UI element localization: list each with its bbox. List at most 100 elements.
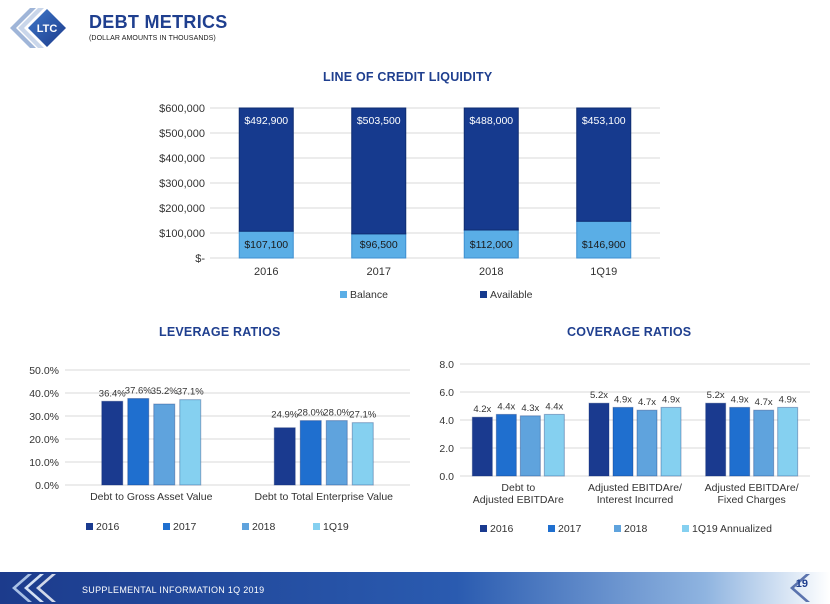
coverage-chart-title: COVERAGE RATIOS xyxy=(567,325,692,339)
coverage-legend-2017: 2017 xyxy=(558,523,582,535)
leverage-bar-1q19-1 xyxy=(351,422,374,486)
leverage-legend-swatch-2018 xyxy=(242,523,249,530)
leverage-chart: 0.0%10.0%20.0%30.0%40.0%50.0%36.4% 37.6% 3… xyxy=(29,365,410,533)
coverage-bar-2016-2 xyxy=(705,402,727,477)
coverage-bar-1q19-annualized-0 xyxy=(543,413,565,477)
leverage-legend-1q19: 1Q19 xyxy=(323,521,349,533)
leverage-legend-swatch-2017 xyxy=(163,523,170,530)
leverage-y-tick: 30.0% xyxy=(29,411,59,423)
coverage-bar-2016-0 xyxy=(471,416,493,477)
leverage-legend-2017: 2017 xyxy=(173,521,197,533)
footer-band xyxy=(0,572,830,604)
leverage-data-label: 28.0% xyxy=(297,408,324,419)
coverage-data-label: 4.7x xyxy=(638,397,656,408)
liquidity-x-tick: 2018 xyxy=(479,266,503,278)
liquidity-legend-swatch-available xyxy=(480,291,487,298)
coverage-bar-2016-1 xyxy=(588,402,610,477)
liquidity-data-label: $146,900 xyxy=(582,239,626,251)
liquidity-chart-title: LINE OF CREDIT LIQUIDITY xyxy=(323,70,493,84)
leverage-data-label: 28.0% xyxy=(323,408,350,419)
coverage-legend-swatch-2017 xyxy=(548,525,555,532)
leverage-data-label: 35.2% xyxy=(151,386,178,397)
coverage-bar-1q19-annualized-1 xyxy=(660,406,682,477)
liquidity-legend-swatch-balance xyxy=(340,291,347,298)
leverage-bar-2018-0 xyxy=(153,403,176,486)
coverage-bar-1q19-annualized-2 xyxy=(777,406,799,477)
leverage-bar-1q19-0 xyxy=(179,399,202,486)
coverage-legend-swatch-2018 xyxy=(614,525,621,532)
liquidity-bar-available-2018 xyxy=(463,107,519,231)
liquidity-data-label: $503,500 xyxy=(357,115,401,127)
coverage-y-tick: 0.0 xyxy=(439,471,454,483)
leverage-y-tick: 20.0% xyxy=(29,434,59,446)
liquidity-bar-available-1q19 xyxy=(576,107,632,222)
liquidity-bar-balance-2018 xyxy=(463,229,519,259)
leverage-bar-2016-1 xyxy=(273,427,296,486)
leverage-bar-2017-0 xyxy=(127,398,150,486)
leverage-legend-swatch-2016 xyxy=(86,523,93,530)
leverage-data-label: 37.6% xyxy=(125,386,152,397)
liquidity-bar-available-2017 xyxy=(351,107,407,235)
leverage-x-tick: Debt to Gross Asset Value xyxy=(90,491,213,503)
coverage-x-tick: Debt to xyxy=(501,482,535,494)
coverage-data-label: 4.9x xyxy=(779,394,797,405)
page-subtitle: (DOLLAR AMOUNTS IN THOUSANDS) xyxy=(89,35,216,42)
coverage-bar-2017-1 xyxy=(612,406,634,477)
liquidity-legend-available: Available xyxy=(490,289,533,301)
coverage-y-tick: 4.0 xyxy=(439,415,454,427)
liquidity-legend-balance: Balance xyxy=(350,289,388,301)
logo-text: LTC xyxy=(37,23,58,35)
liquidity-x-tick: 2016 xyxy=(254,266,278,278)
liquidity-x-tick: 2017 xyxy=(367,266,391,278)
liquidity-data-label: $96,500 xyxy=(360,239,398,251)
coverage-data-label: 4.9x xyxy=(614,394,632,405)
coverage-data-label: 4.2x xyxy=(473,404,491,415)
leverage-bar-2018-1 xyxy=(325,420,348,486)
liquidity-y-tick: $500,000 xyxy=(159,128,205,140)
leverage-data-label: 27.1% xyxy=(349,410,376,421)
coverage-data-label: 5.2x xyxy=(707,390,725,401)
liquidity-bar-available-2016 xyxy=(238,107,294,232)
leverage-chart-title: LEVERAGE RATIOS xyxy=(159,325,281,339)
coverage-legend-1q19-annualized: 1Q19 Annualized xyxy=(692,523,772,535)
liquidity-data-label: $112,000 xyxy=(470,239,513,251)
coverage-bar-2017-0 xyxy=(495,413,517,477)
liquidity-chart: $- $100,000 $200,000 $300,000 $400,000 $500,0… xyxy=(159,103,660,301)
leverage-data-label: 37.1% xyxy=(177,387,204,398)
liquidity-data-label: $488,000 xyxy=(469,115,513,127)
coverage-bar-2018-2 xyxy=(753,409,775,477)
coverage-data-label: 4.7x xyxy=(755,397,773,408)
leverage-y-tick: 40.0% xyxy=(29,388,59,400)
coverage-x-tick: Adjusted EBITDAre/ xyxy=(588,482,682,494)
coverage-x-tick: Adjusted EBITDAre/ xyxy=(705,482,799,494)
leverage-legend-2018: 2018 xyxy=(252,521,276,533)
liquidity-y-tick: $600,000 xyxy=(159,103,205,115)
leverage-bar-2017-1 xyxy=(299,420,322,486)
coverage-x-tick: Adjusted EBITDAre xyxy=(473,494,564,506)
coverage-data-label: 4.4x xyxy=(545,401,563,412)
coverage-data-label: 4.4x xyxy=(497,401,515,412)
page-number: 19 xyxy=(795,578,808,590)
coverage-data-label: 4.3x xyxy=(521,403,539,414)
liquidity-y-tick: $100,000 xyxy=(159,228,205,240)
coverage-bar-2018-0 xyxy=(519,415,541,477)
liquidity-bar-balance-1q19 xyxy=(576,220,632,259)
coverage-bar-2017-2 xyxy=(729,406,751,477)
coverage-legend-swatch-2016 xyxy=(480,525,487,532)
liquidity-y-tick: $400,000 xyxy=(159,153,205,165)
footer-label: SUPPLEMENTAL INFORMATION 1Q 2019 xyxy=(82,585,265,595)
page-title: DEBT METRICS xyxy=(89,12,228,32)
leverage-data-label: 36.4% xyxy=(99,388,126,399)
coverage-x-tick: Interest Incurred xyxy=(597,494,674,506)
coverage-y-tick: 8.0 xyxy=(439,359,454,371)
liquidity-data-label: $107,100 xyxy=(244,239,288,251)
coverage-legend-2018: 2018 xyxy=(624,523,648,535)
coverage-data-label: 5.2x xyxy=(590,390,608,401)
leverage-y-tick: 50.0% xyxy=(29,365,59,377)
coverage-data-label: 4.9x xyxy=(731,394,749,405)
liquidity-data-label: $453,100 xyxy=(582,115,626,127)
coverage-bar-2018-1 xyxy=(636,409,658,477)
ltc-logo: LTC xyxy=(10,8,66,48)
coverage-y-tick: 6.0 xyxy=(439,387,454,399)
